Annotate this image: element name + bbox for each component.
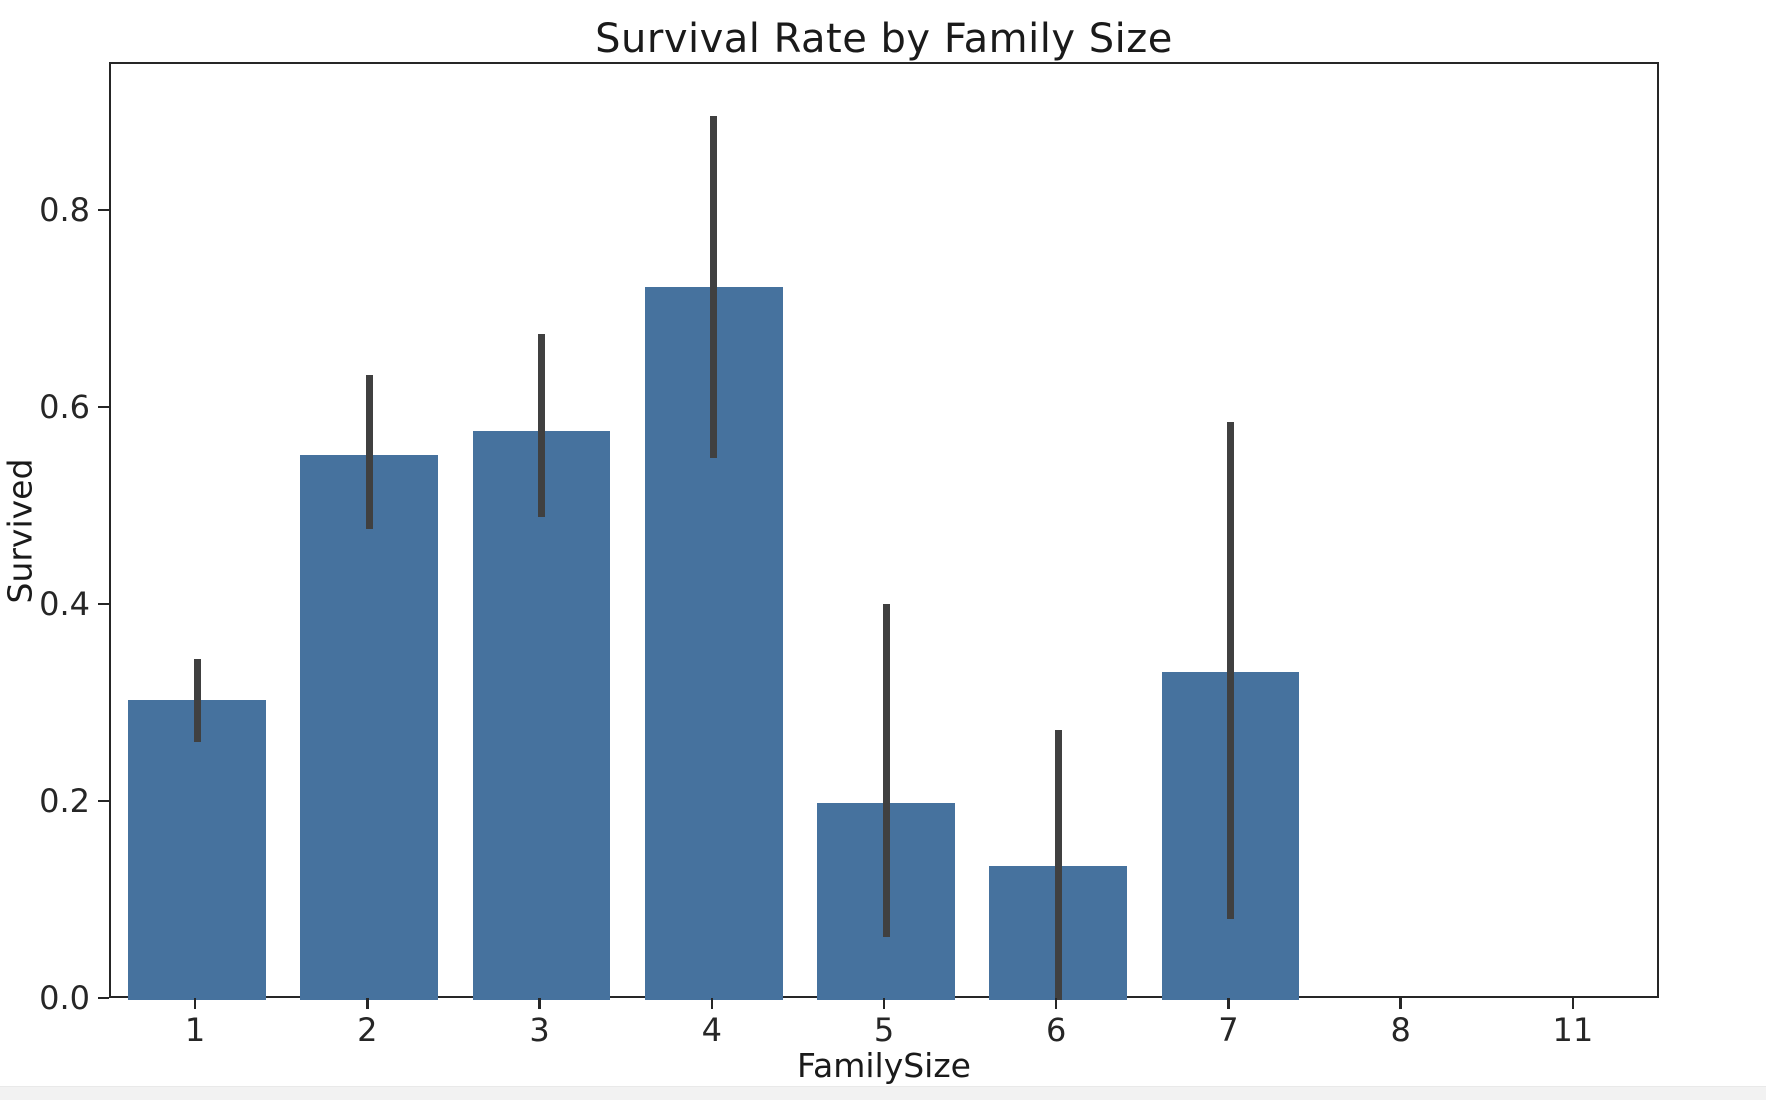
x-tick-mark xyxy=(882,998,886,1009)
x-tick-mark xyxy=(1054,998,1058,1009)
error-bar xyxy=(882,603,890,937)
x-tick-mark xyxy=(538,998,541,1009)
x-tick-label: 11 xyxy=(1552,1011,1594,1049)
x-tick-label: 3 xyxy=(529,1011,550,1049)
chart-title: Survival Rate by Family Size xyxy=(595,16,1173,62)
x-tick-label: 5 xyxy=(873,1011,895,1049)
y-tick-mark xyxy=(98,405,109,409)
x-axis-label: FamilySize xyxy=(797,1046,971,1085)
x-tick-mark xyxy=(1571,998,1575,1009)
y-tick-label: 0.2 xyxy=(39,781,90,820)
bar xyxy=(300,455,439,1000)
x-tick-label: 8 xyxy=(1390,1011,1411,1049)
plot-area xyxy=(109,62,1659,1000)
y-tick-mark xyxy=(98,996,109,1000)
window-bottom-strip xyxy=(0,1086,1766,1100)
y-tick-label: 0.6 xyxy=(39,387,90,426)
error-bar xyxy=(710,116,718,459)
x-tick-label: 6 xyxy=(1046,1011,1067,1049)
y-tick-label: 0.8 xyxy=(39,190,90,229)
y-axis-label: Survived xyxy=(0,458,40,604)
error-bar xyxy=(538,333,546,518)
x-tick-mark xyxy=(1227,998,1230,1009)
y-tick-mark xyxy=(98,799,109,803)
x-tick-label: 7 xyxy=(1218,1011,1239,1049)
x-tick-mark xyxy=(193,998,197,1009)
x-tick-label: 1 xyxy=(184,1011,206,1049)
y-tick-mark xyxy=(98,208,109,212)
x-tick-label: 2 xyxy=(357,1011,378,1049)
x-tick-mark xyxy=(1399,998,1402,1009)
error-bar xyxy=(365,375,373,530)
y-tick-label: 0.4 xyxy=(39,584,90,623)
x-tick-mark xyxy=(710,998,714,1009)
x-tick-label: 4 xyxy=(701,1011,722,1049)
y-tick-label: 0.0 xyxy=(39,979,90,1017)
y-tick-mark xyxy=(98,602,109,606)
error-bar xyxy=(1226,421,1234,920)
error-bar xyxy=(193,659,201,742)
bar xyxy=(472,430,611,1000)
bar xyxy=(128,700,266,1000)
error-bar xyxy=(1054,730,1062,1000)
x-tick-mark xyxy=(366,998,369,1009)
